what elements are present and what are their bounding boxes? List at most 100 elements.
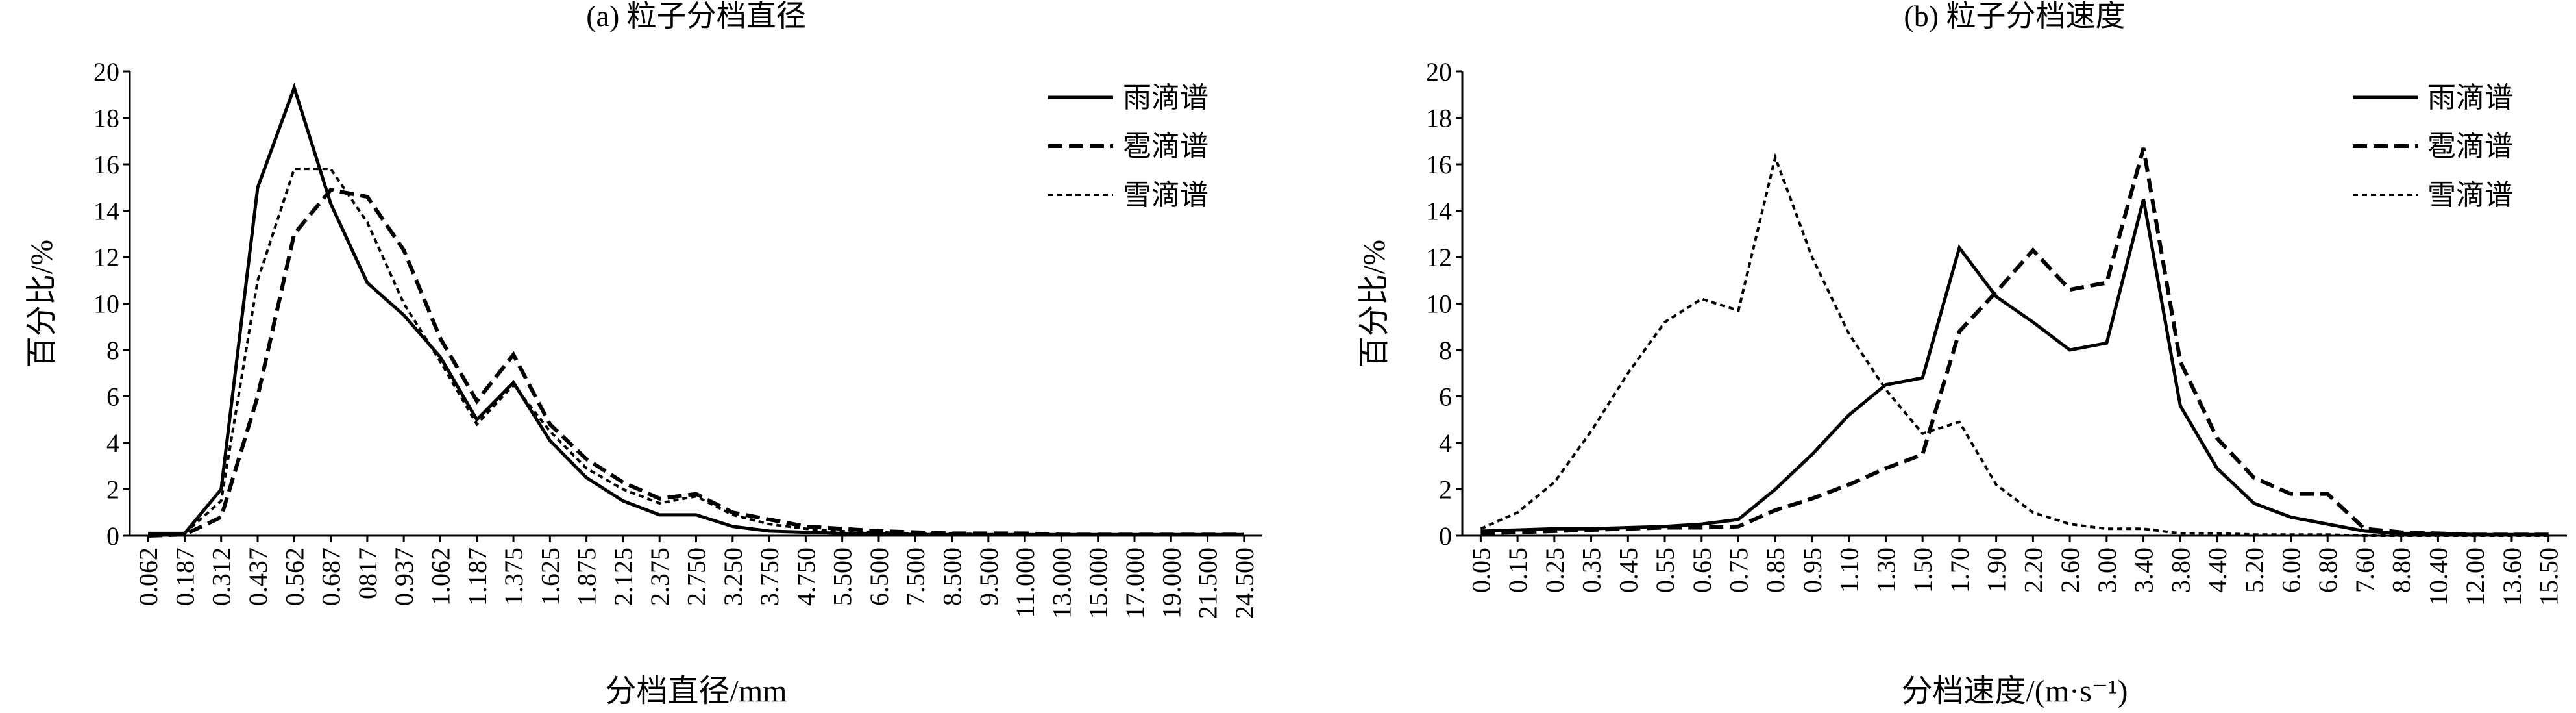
y-tick-label: 16 [1426, 150, 1452, 179]
legend-label: 雨滴谱 [1123, 82, 1208, 114]
x-tick-label: 8.500 [938, 547, 967, 606]
x-tick-label: 10.40 [2423, 547, 2453, 606]
x-tick-label: 5.500 [828, 547, 857, 606]
x-tick-label: 0.25 [1540, 547, 1569, 593]
x-tick-label: 0.187 [170, 547, 199, 606]
x-tick-label: 8.80 [2387, 547, 2416, 593]
x-tick-label: 12.00 [2460, 547, 2490, 606]
legend-label: 雹滴谱 [1123, 131, 1208, 162]
y-tick-label: 12 [1426, 243, 1452, 272]
x-tick-label: 1.30 [1871, 547, 1900, 593]
series-line [1480, 153, 2549, 537]
x-tick-label: 0.687 [317, 547, 346, 606]
y-tick-label: 14 [1426, 197, 1452, 226]
x-tick-label: 1.187 [463, 547, 492, 606]
x-tick-label: 5.20 [2240, 547, 2269, 593]
x-tick-label: 15.000 [1084, 547, 1113, 619]
x-tick-label: 0.65 [1687, 547, 1717, 593]
x-tick-label: 2.60 [2055, 547, 2085, 593]
y-tick-label: 10 [93, 290, 119, 319]
y-tick-label: 4 [1439, 429, 1452, 458]
legend-label: 雪滴谱 [1123, 179, 1208, 211]
y-axis-label: 百分比/% [1357, 240, 1392, 368]
y-tick-label: 2 [106, 475, 119, 505]
x-tick-label: 9.500 [974, 547, 1003, 606]
x-tick-label: 6.80 [2313, 547, 2342, 593]
y-tick-label: 20 [1426, 57, 1452, 86]
x-tick-label: 0817 [353, 547, 382, 599]
y-tick-label: 2 [1439, 475, 1452, 505]
x-tick-label: 24.500 [1230, 547, 1259, 619]
x-tick-label: 6.500 [865, 547, 894, 606]
x-tick-label: 0.937 [389, 547, 419, 606]
x-tick-label: 4.750 [791, 547, 820, 606]
x-axis-label: 分档直径/mm [605, 674, 787, 708]
x-tick-label: 3.40 [2129, 547, 2159, 593]
x-tick-label: 17.000 [1120, 547, 1149, 619]
x-tick-label: 1.10 [1835, 547, 1864, 593]
y-tick-label: 18 [93, 104, 119, 133]
x-tick-label: 19.000 [1157, 547, 1186, 619]
x-tick-label: 2.125 [609, 547, 638, 606]
x-tick-label: 0.35 [1577, 547, 1606, 593]
x-tick-label: 0.45 [1613, 547, 1643, 593]
legend-label: 雹滴谱 [2427, 131, 2513, 162]
y-tick-label: 0 [1439, 521, 1452, 551]
x-tick-label: 2.375 [645, 547, 674, 606]
x-tick-label: 7.60 [2350, 547, 2379, 593]
y-tick-label: 18 [1426, 104, 1452, 133]
x-tick-label: 13.60 [2497, 547, 2527, 606]
legend-label: 雪滴谱 [2427, 179, 2513, 211]
x-tick-label: 3.80 [2166, 547, 2195, 593]
x-tick-label: 13.000 [1047, 547, 1076, 619]
x-tick-label: 3.250 [718, 547, 748, 606]
x-tick-label: 3.00 [2092, 547, 2122, 593]
series-line [1480, 147, 2549, 537]
legend-label: 雨滴谱 [2427, 82, 2513, 114]
x-tick-label: 1.625 [535, 547, 565, 606]
x-tick-label: 1.70 [1945, 547, 1974, 593]
x-tick-label: 0.562 [280, 547, 309, 606]
x-tick-label: 1.50 [1908, 547, 1937, 593]
x-tick-label: 1.90 [1982, 547, 2011, 593]
x-tick-label: 1.062 [426, 547, 455, 606]
x-tick-label: 0.95 [1798, 547, 1827, 593]
x-tick-label: 0.55 [1650, 547, 1680, 593]
y-tick-label: 14 [93, 197, 119, 226]
x-tick-label: 1.875 [572, 547, 602, 606]
x-tick-label: 15.50 [2534, 547, 2564, 606]
series-line [1480, 199, 2549, 536]
y-tick-label: 8 [106, 336, 119, 365]
x-tick-label: 3.750 [755, 547, 784, 606]
x-tick-label: 0.15 [1503, 547, 1532, 593]
y-tick-label: 0 [106, 521, 119, 551]
x-tick-label: 11.000 [1011, 547, 1040, 618]
y-tick-label: 6 [106, 382, 119, 412]
x-tick-label: 2.20 [2018, 547, 2048, 593]
x-tick-label: 0.75 [1724, 547, 1754, 593]
x-tick-label: 0.05 [1466, 547, 1495, 593]
y-tick-label: 6 [1439, 382, 1452, 412]
y-tick-label: 16 [93, 150, 119, 179]
x-tick-label: 0.312 [207, 547, 236, 606]
x-tick-label: 2.750 [682, 547, 711, 606]
x-tick-label: 0.437 [243, 547, 273, 606]
y-tick-label: 8 [1439, 336, 1452, 365]
y-tick-label: 4 [106, 429, 119, 458]
y-tick-label: 10 [1426, 290, 1452, 319]
x-tick-label: 7.500 [901, 547, 930, 606]
series-line [148, 188, 1244, 538]
x-tick-label: 0.85 [1761, 547, 1790, 593]
y-tick-label: 12 [93, 243, 119, 272]
y-axis-label: 百分比/% [25, 240, 59, 368]
x-tick-label: 0.062 [134, 547, 163, 606]
x-axis-label: 分档速度/(m·s⁻¹) [1901, 674, 2128, 708]
chart-title: (a) 粒子分档直径 [586, 0, 806, 32]
series-line [148, 82, 1244, 536]
x-tick-label: 1.375 [499, 547, 528, 606]
y-tick-label: 20 [93, 57, 119, 86]
series-line [148, 168, 1244, 537]
x-tick-label: 21.500 [1194, 547, 1223, 619]
chart-title: (b) 粒子分档速度 [1904, 0, 2125, 32]
